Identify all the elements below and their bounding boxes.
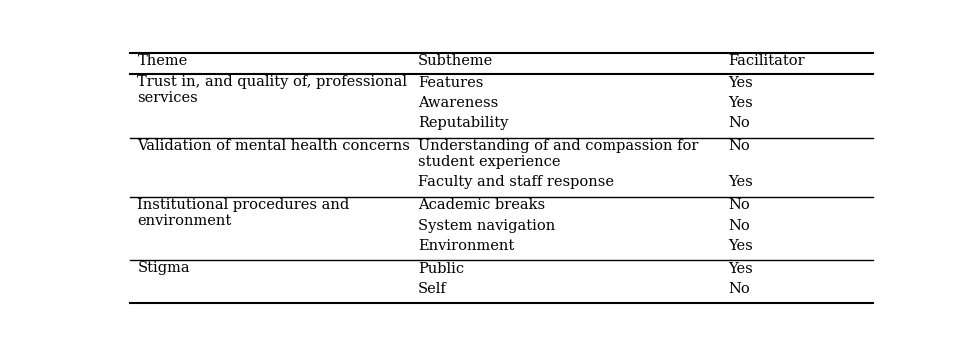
Text: Trust in, and quality of, professional
services: Trust in, and quality of, professional s…	[137, 75, 407, 105]
Text: Understanding of and compassion for
student experience: Understanding of and compassion for stud…	[417, 139, 698, 169]
Text: Reputability: Reputability	[417, 116, 508, 130]
Text: Yes: Yes	[728, 175, 752, 189]
Text: No: No	[728, 282, 749, 296]
Text: No: No	[728, 198, 749, 212]
Text: Public: Public	[417, 262, 463, 276]
Text: No: No	[728, 139, 749, 153]
Text: Faculty and staff response: Faculty and staff response	[417, 175, 614, 189]
Text: Features: Features	[417, 76, 483, 90]
Text: Stigma: Stigma	[137, 261, 190, 275]
Text: Yes: Yes	[728, 76, 752, 90]
Text: System navigation: System navigation	[417, 218, 555, 232]
Text: Institutional procedures and
environment: Institutional procedures and environment	[137, 198, 350, 228]
Text: Yes: Yes	[728, 96, 752, 110]
Text: Awareness: Awareness	[417, 96, 497, 110]
Text: Validation of mental health concerns: Validation of mental health concerns	[137, 139, 410, 153]
Text: No: No	[728, 218, 749, 232]
Text: Academic breaks: Academic breaks	[417, 198, 544, 212]
Text: Theme: Theme	[137, 54, 188, 68]
Text: No: No	[728, 116, 749, 130]
Text: Facilitator: Facilitator	[728, 54, 804, 68]
Text: Subtheme: Subtheme	[417, 54, 492, 68]
Text: Yes: Yes	[728, 239, 752, 253]
Text: Environment: Environment	[417, 239, 514, 253]
Text: Yes: Yes	[728, 262, 752, 276]
Text: Self: Self	[417, 282, 446, 296]
